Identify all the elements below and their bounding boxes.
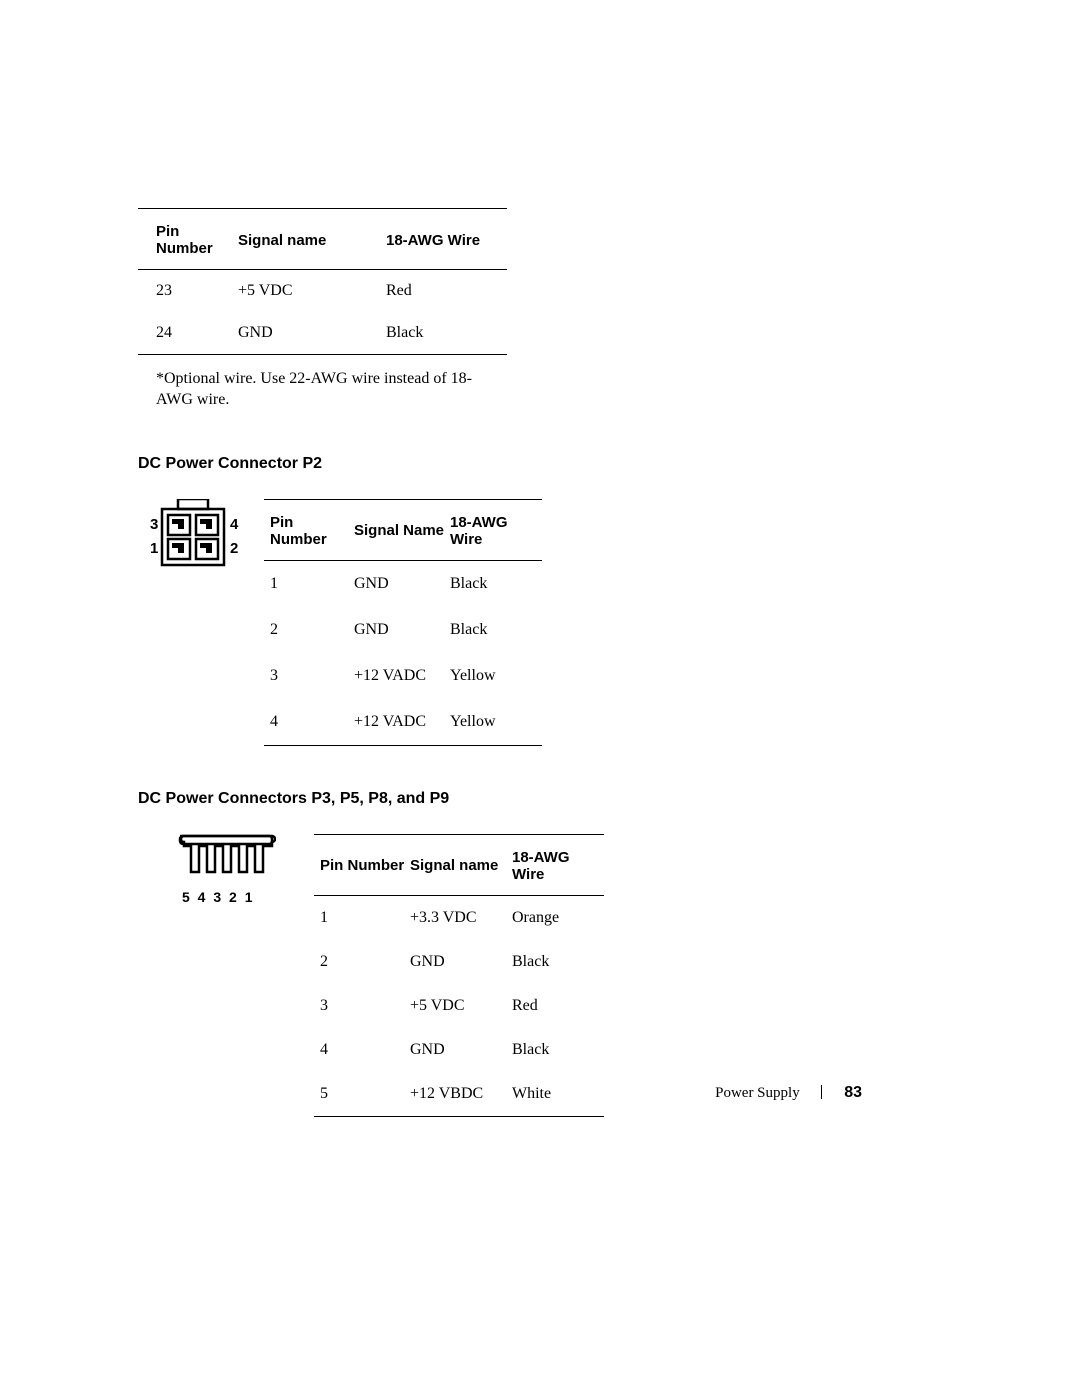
cell-signal: +12 VADC [354, 653, 450, 699]
table-row: 3 +5 VDC Red [314, 984, 604, 1028]
pin-labels-row: 5 4 3 2 1 [176, 889, 314, 905]
page-footer: Power Supply 83 [715, 1084, 862, 1102]
cell-pin: 2 [264, 607, 354, 653]
col-pin-number: Pin Number [264, 499, 354, 560]
table-footnote: *Optional wire. Use 22-AWG wire instead … [138, 369, 508, 411]
cell-wire: Red [386, 270, 507, 313]
table-header-row: Pin Number Signal name 18-AWG Wire [138, 209, 507, 270]
col-pin-number: Pin Number [138, 209, 238, 270]
connector-p2-svg: 3 1 4 2 [138, 499, 248, 577]
cell-pin: 24 [138, 312, 238, 355]
col-signal-name: Signal Name [354, 499, 450, 560]
cell-wire: Black [386, 312, 507, 355]
col-pin-number: Pin Number [314, 834, 410, 895]
cell-signal: GND [410, 1028, 512, 1072]
cell-pin: 4 [264, 699, 354, 746]
cell-wire: Black [450, 560, 542, 607]
col-awg-wire: 18-AWG Wire [386, 209, 507, 270]
pin-label-1: 1 [150, 540, 158, 557]
table-row: 24 GND Black [138, 312, 507, 355]
cell-wire: Orange [512, 895, 604, 940]
connector-p3-diagram: 5 4 3 2 1 [138, 834, 314, 905]
table-row: 4 +12 VADC Yellow [264, 699, 542, 746]
cell-pin: 3 [314, 984, 410, 1028]
cell-signal: +5 VDC [410, 984, 512, 1028]
cell-pin: 23 [138, 270, 238, 313]
cell-wire: Black [512, 940, 604, 984]
cell-signal: +3.3 VDC [410, 895, 512, 940]
footer-page-number: 83 [844, 1084, 862, 1101]
pin-label-4: 4 [230, 516, 239, 533]
cell-wire: Yellow [450, 653, 542, 699]
section-p3: 5 4 3 2 1 Pin Number Signal name 18-AWG … [138, 834, 858, 1117]
connector-p3-svg [176, 834, 276, 880]
cell-signal: +12 VADC [354, 699, 450, 746]
cell-wire: Red [512, 984, 604, 1028]
section-heading-p2: DC Power Connector P2 [138, 455, 858, 473]
pinout-table-continuation: Pin Number Signal name 18-AWG Wire 23 +5… [138, 208, 507, 355]
table-row: 1 GND Black [264, 560, 542, 607]
section-heading-p3: DC Power Connectors P3, P5, P8, and P9 [138, 790, 858, 808]
table-row: 2 GND Black [264, 607, 542, 653]
cell-signal: GND [238, 312, 386, 355]
cell-signal: +5 VDC [238, 270, 386, 313]
table-row: 3 +12 VADC Yellow [264, 653, 542, 699]
pin-label-3: 3 [150, 516, 158, 533]
cell-pin: 1 [314, 895, 410, 940]
table-header-row: Pin Number Signal name 18-AWG Wire [314, 834, 604, 895]
cell-pin: 2 [314, 940, 410, 984]
cell-signal: GND [354, 607, 450, 653]
cell-pin: 4 [314, 1028, 410, 1072]
table-row: 4 GND Black [314, 1028, 604, 1072]
col-signal-name: Signal name [410, 834, 512, 895]
cell-pin: 1 [264, 560, 354, 607]
cell-signal: GND [410, 940, 512, 984]
table-row: 5 +12 VBDC White [314, 1072, 604, 1117]
pinout-table-p2: Pin Number Signal Name 18-AWG Wire 1 GND… [264, 499, 542, 746]
cell-wire: White [512, 1072, 604, 1117]
cell-pin: 3 [264, 653, 354, 699]
table-header-row: Pin Number Signal Name 18-AWG Wire [264, 499, 542, 560]
connector-p2-diagram: 3 1 4 2 [138, 499, 268, 577]
table-row: 1 +3.3 VDC Orange [314, 895, 604, 940]
col-awg-wire: 18-AWG Wire [512, 834, 604, 895]
col-signal-name: Signal name [238, 209, 386, 270]
cell-wire: Black [512, 1028, 604, 1072]
cell-wire: Black [450, 607, 542, 653]
cell-pin: 5 [314, 1072, 410, 1117]
pinout-table-p3: Pin Number Signal name 18-AWG Wire 1 +3.… [314, 834, 604, 1117]
cell-wire: Yellow [450, 699, 542, 746]
footer-section-name: Power Supply [715, 1085, 800, 1101]
cell-signal: GND [354, 560, 450, 607]
section-p2: 3 1 4 2 Pin Number Signal Name 18-AWG Wi… [138, 499, 858, 746]
cell-signal: +12 VBDC [410, 1072, 512, 1117]
footer-divider [821, 1085, 822, 1099]
page-content: Pin Number Signal name 18-AWG Wire 23 +5… [138, 208, 858, 1117]
table-row: 23 +5 VDC Red [138, 270, 507, 313]
col-awg-wire: 18-AWG Wire [450, 499, 542, 560]
pin-label-2: 2 [230, 540, 238, 557]
table-row: 2 GND Black [314, 940, 604, 984]
